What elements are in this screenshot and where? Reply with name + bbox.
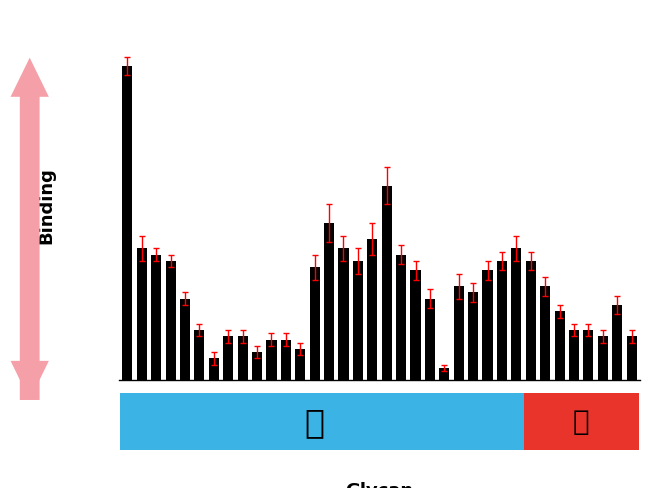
- Bar: [180, 299, 190, 381]
- Bar: [295, 349, 306, 381]
- Bar: [381, 186, 392, 381]
- Bar: [310, 268, 319, 381]
- Bar: [482, 271, 492, 381]
- Bar: [468, 293, 478, 381]
- Bar: [252, 352, 262, 381]
- Bar: [497, 262, 507, 381]
- Bar: [166, 262, 176, 381]
- Bar: [583, 330, 593, 381]
- Text: 🦢: 🦢: [305, 405, 325, 438]
- Bar: [339, 249, 348, 381]
- Bar: [367, 240, 378, 381]
- Bar: [120, 393, 523, 449]
- Bar: [195, 330, 205, 381]
- Bar: [453, 286, 464, 381]
- Bar: [425, 299, 435, 381]
- Bar: [440, 368, 449, 381]
- Bar: [626, 337, 637, 381]
- Text: Glycan: Glycan: [345, 481, 414, 488]
- Bar: [137, 249, 147, 381]
- Bar: [353, 262, 363, 381]
- Text: Binding: Binding: [37, 166, 55, 244]
- Bar: [540, 286, 550, 381]
- Bar: [122, 67, 133, 381]
- Text: 🧑: 🧑: [573, 407, 589, 435]
- Bar: [554, 312, 564, 381]
- Bar: [598, 337, 608, 381]
- Bar: [324, 224, 334, 381]
- Bar: [411, 271, 420, 381]
- Bar: [281, 340, 291, 381]
- Bar: [612, 305, 622, 381]
- Bar: [223, 337, 233, 381]
- Bar: [569, 330, 579, 381]
- Bar: [238, 337, 248, 381]
- Bar: [523, 393, 639, 449]
- Bar: [512, 249, 521, 381]
- Bar: [526, 262, 536, 381]
- Bar: [151, 255, 161, 381]
- Bar: [209, 359, 219, 381]
- Bar: [267, 340, 277, 381]
- Bar: [396, 255, 406, 381]
